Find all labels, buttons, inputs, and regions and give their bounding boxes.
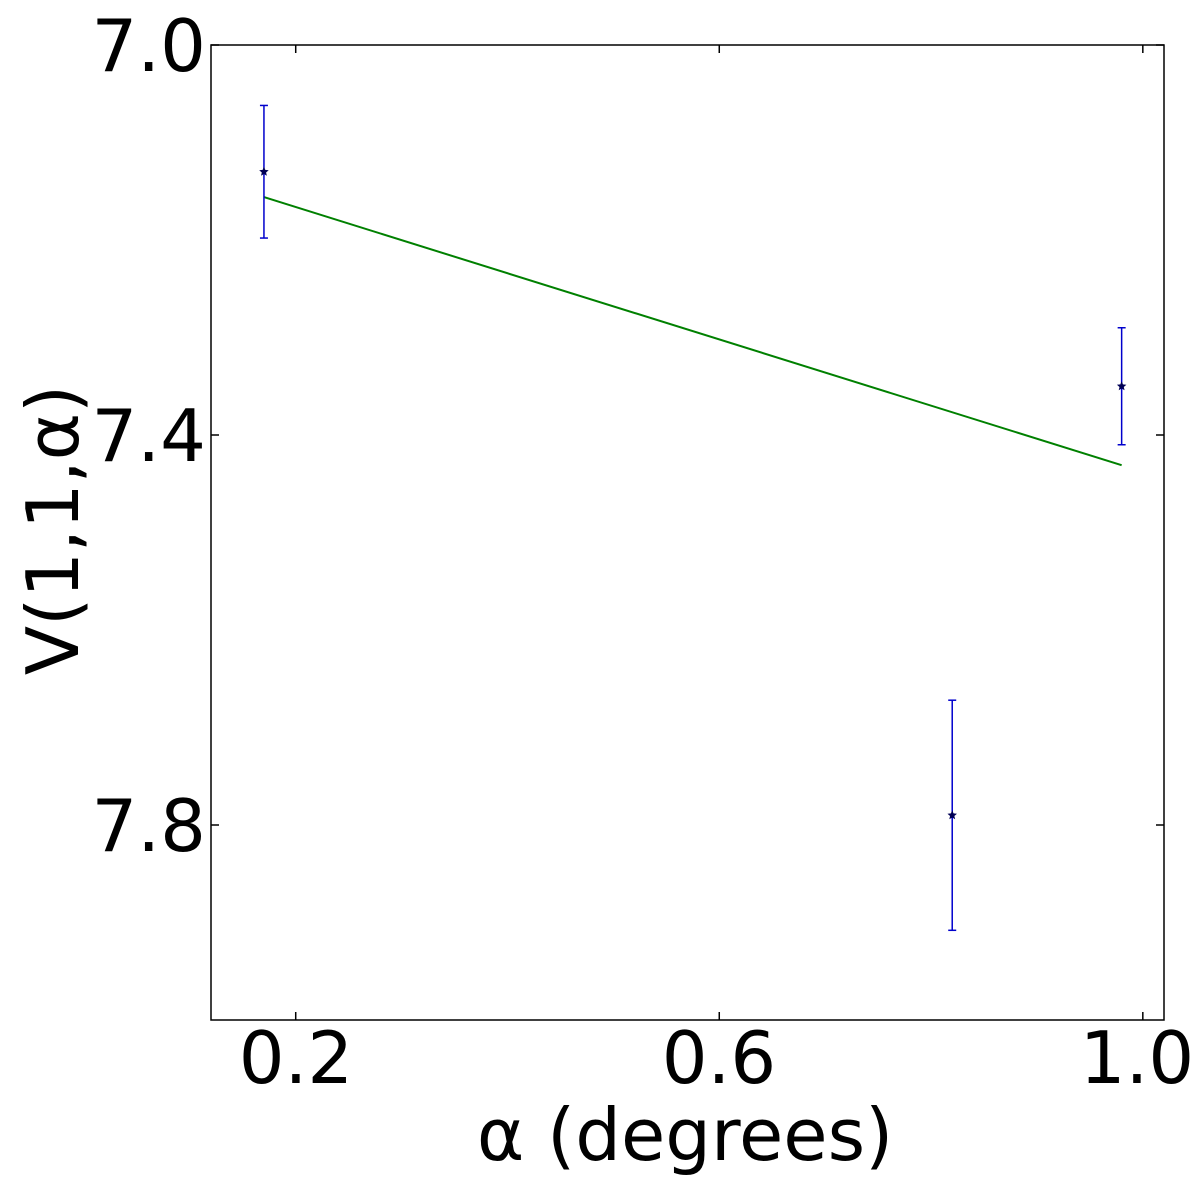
plot-area [210,44,1165,1021]
y-tick-label-7.0: 7.0 [91,4,206,88]
x-tick-label-0.2: 0.2 [239,1016,354,1100]
fit-line-group [263,196,1122,467]
y-tick-labels: 7.0 7.4 7.8 [91,4,206,868]
axis-ticks [211,44,1164,1020]
fit-line [263,196,1122,467]
data-points-group [259,104,1127,932]
data-point-1 [947,810,957,820]
x-tick-label-1.0: 1.0 [1080,1016,1195,1100]
y-tick-label-7.4: 7.4 [91,394,206,478]
y-tick-label-7.8: 7.8 [91,784,206,868]
data-point-2 [1116,381,1127,391]
data-point-0 [259,166,269,176]
x-axis-label: α (degrees) [477,1093,893,1177]
y-axis-label: V(1,1,α) [11,385,95,675]
x-tick-label-0.6: 0.6 [662,1016,777,1100]
x-tick-labels: 0.2 0.6 1.0 [239,1016,1195,1100]
